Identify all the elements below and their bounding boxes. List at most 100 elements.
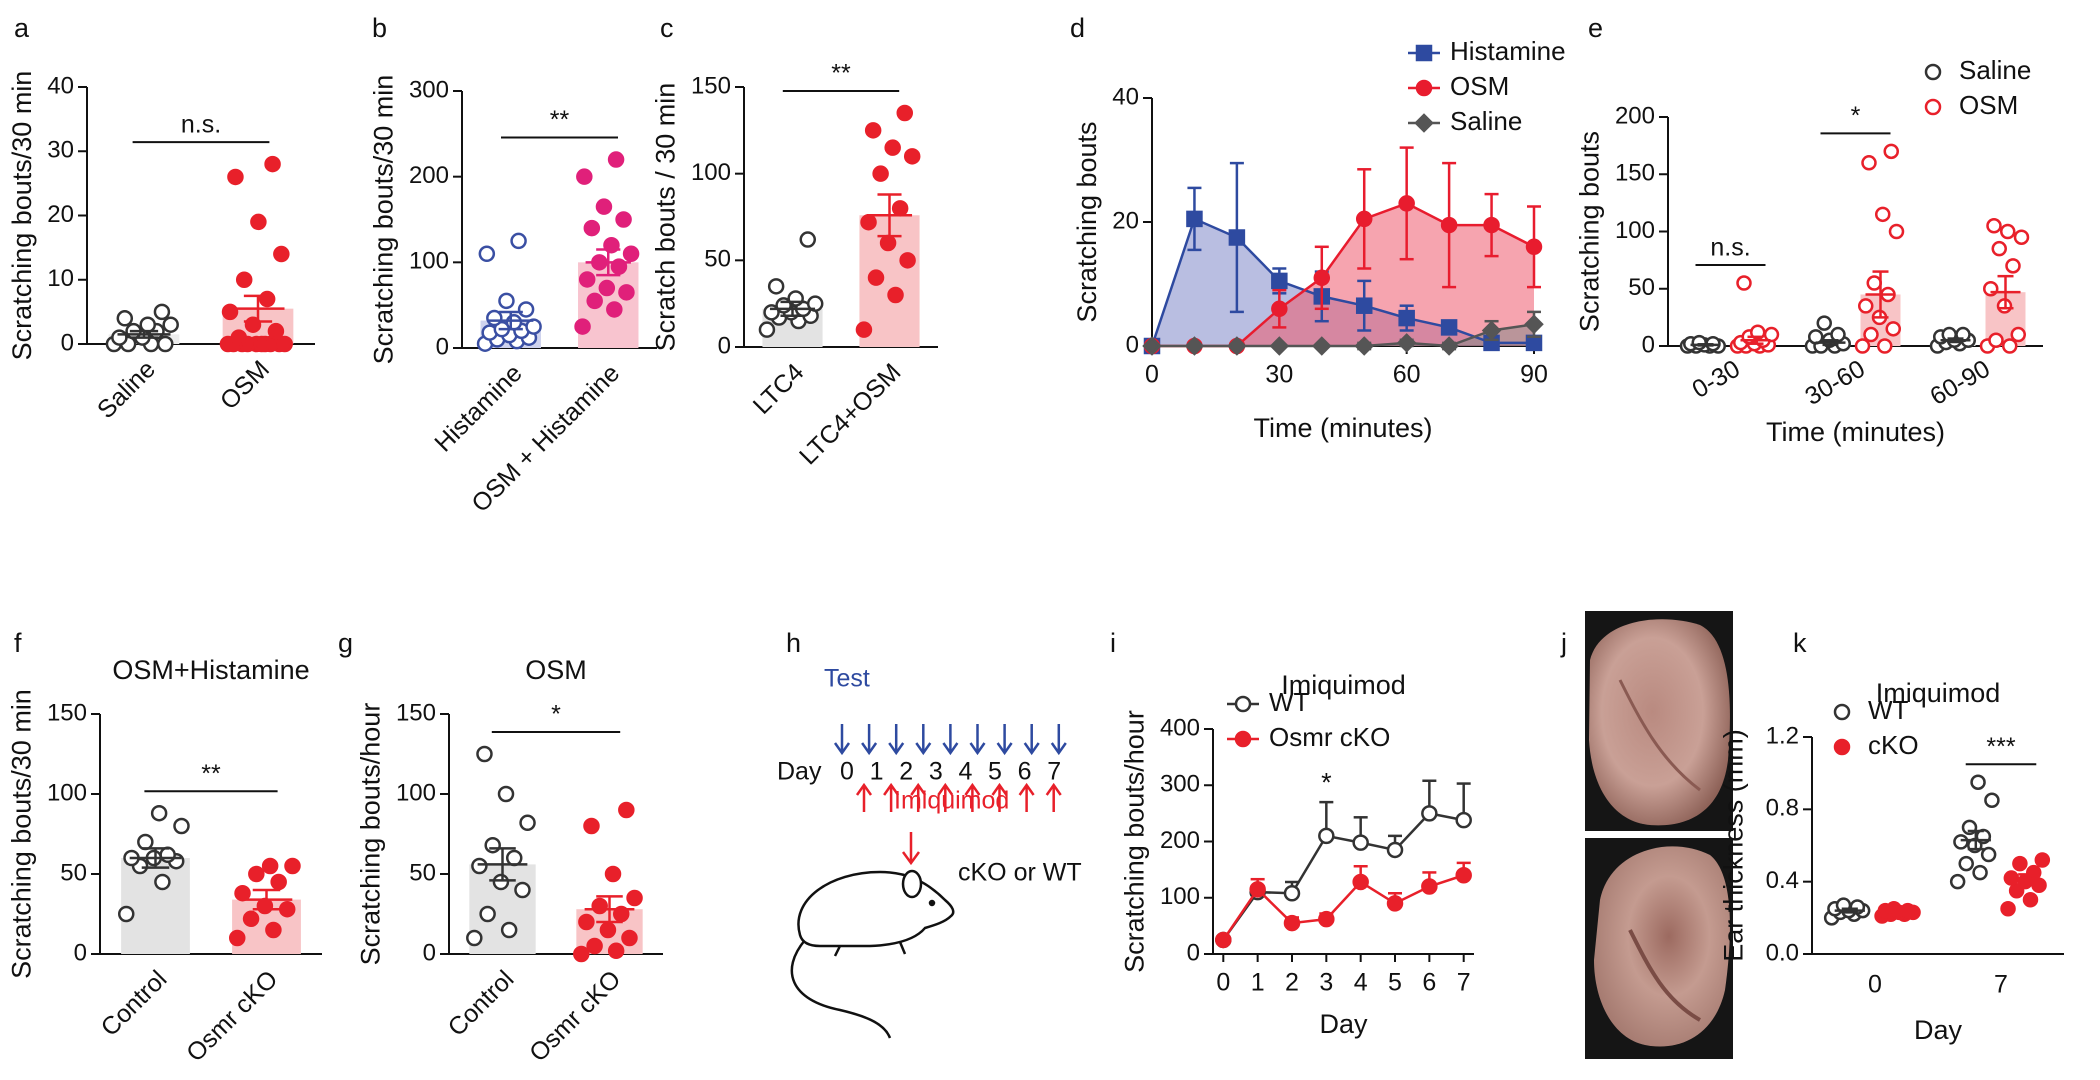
marker (615, 211, 632, 228)
arrow (969, 724, 986, 756)
area (1152, 218, 1534, 346)
marker (1874, 206, 1891, 223)
marker (2008, 882, 2025, 899)
significance-label: * (1321, 767, 1332, 797)
day-number: 2 (899, 758, 913, 786)
marker (896, 104, 914, 122)
x-tick-label: Osmr cKO (524, 965, 626, 1067)
marker (884, 139, 901, 156)
marker (1749, 324, 1766, 341)
marker (1283, 885, 1301, 902)
marker (855, 321, 873, 338)
marker (576, 168, 593, 185)
legend-label: OSM (1450, 71, 1509, 101)
panel-letter: g (338, 628, 353, 658)
marker (887, 286, 904, 304)
marker (1421, 878, 1438, 895)
marker (1991, 240, 2007, 257)
y-tick-label: 0 (1126, 331, 1139, 358)
marker (1271, 272, 1288, 290)
marker (591, 897, 608, 915)
marker (505, 849, 523, 867)
panel-letter: a (14, 13, 30, 43)
x-tick-label: 1 (1251, 969, 1265, 997)
marker (270, 873, 287, 891)
day-number: 3 (929, 758, 943, 786)
marker (1455, 811, 1472, 829)
marker (1352, 873, 1369, 891)
marker (626, 889, 643, 907)
arrow (964, 782, 981, 812)
y-tick-label: 100 (409, 248, 449, 275)
y-axis-label: Scratch bouts / 30 min (651, 83, 681, 352)
marker (1455, 867, 1472, 884)
day-label: Day (777, 758, 822, 786)
marker (227, 168, 244, 186)
marker (1352, 834, 1369, 851)
marker (872, 165, 889, 182)
marker (806, 295, 824, 312)
significance-label: ** (201, 760, 221, 788)
marker (598, 279, 616, 297)
panel-letter: b (372, 13, 387, 43)
chart-title: Imiquimod (1876, 678, 2001, 708)
y-tick-label: 0.0 (1766, 939, 1799, 966)
marker (484, 836, 501, 854)
marker (1269, 336, 1290, 356)
x-tick-label: 6 (1422, 969, 1436, 997)
arrow (1023, 724, 1040, 756)
legend-label: OSM (1959, 90, 2018, 120)
legend-label: Saline (1959, 55, 2031, 85)
marker (622, 245, 640, 263)
day-number: 0 (840, 758, 854, 786)
ear-fold (1618, 679, 1701, 792)
y-tick-label: 30 (47, 137, 74, 164)
line (1152, 323, 1535, 348)
marker (517, 301, 535, 318)
y-tick-label: 0 (74, 939, 87, 966)
marker (1186, 210, 1203, 228)
y-axis-label: Scratching bouts/hour (356, 703, 386, 966)
marker (1999, 223, 2016, 240)
marker (278, 900, 296, 918)
marker (230, 329, 248, 346)
marker (1396, 333, 1417, 353)
arrow (1050, 724, 1067, 756)
marker (478, 245, 496, 263)
x-tick-label: 0-30 (1687, 355, 1744, 404)
marker (1215, 931, 1232, 949)
y-tick-label: 150 (1615, 160, 1655, 187)
line (1222, 812, 1464, 941)
arrow (833, 724, 851, 756)
marker (903, 148, 921, 165)
marker (1953, 834, 1969, 850)
marker (1857, 298, 1874, 314)
marker (1440, 216, 1458, 234)
marker (1312, 336, 1332, 356)
legend-marker (1234, 695, 1252, 713)
marker (586, 292, 603, 310)
marker (258, 290, 276, 308)
y-tick-label: 200 (409, 162, 449, 189)
mouse-drawing (790, 869, 955, 1039)
y-tick-label: 50 (704, 246, 731, 273)
marker (498, 292, 515, 310)
x-tick-label: 90 (1520, 361, 1548, 389)
y-axis-label: Scratching bouts/hour (1120, 710, 1150, 973)
significance-label: *** (1986, 733, 2015, 761)
marker (1876, 338, 1893, 354)
marker (137, 833, 154, 851)
marker (1525, 238, 1543, 256)
marker (510, 232, 527, 250)
significance-label: ** (550, 106, 570, 134)
legend-marker (1833, 738, 1851, 756)
legend-label: WT (1269, 687, 1310, 717)
ear-image (1594, 846, 1730, 1047)
legend-marker (1924, 63, 1942, 81)
marker (1816, 315, 1832, 331)
legend-label: Histamine (1450, 36, 1566, 66)
marker (1481, 320, 1502, 341)
marker (1949, 873, 1966, 890)
marker (1483, 216, 1500, 234)
